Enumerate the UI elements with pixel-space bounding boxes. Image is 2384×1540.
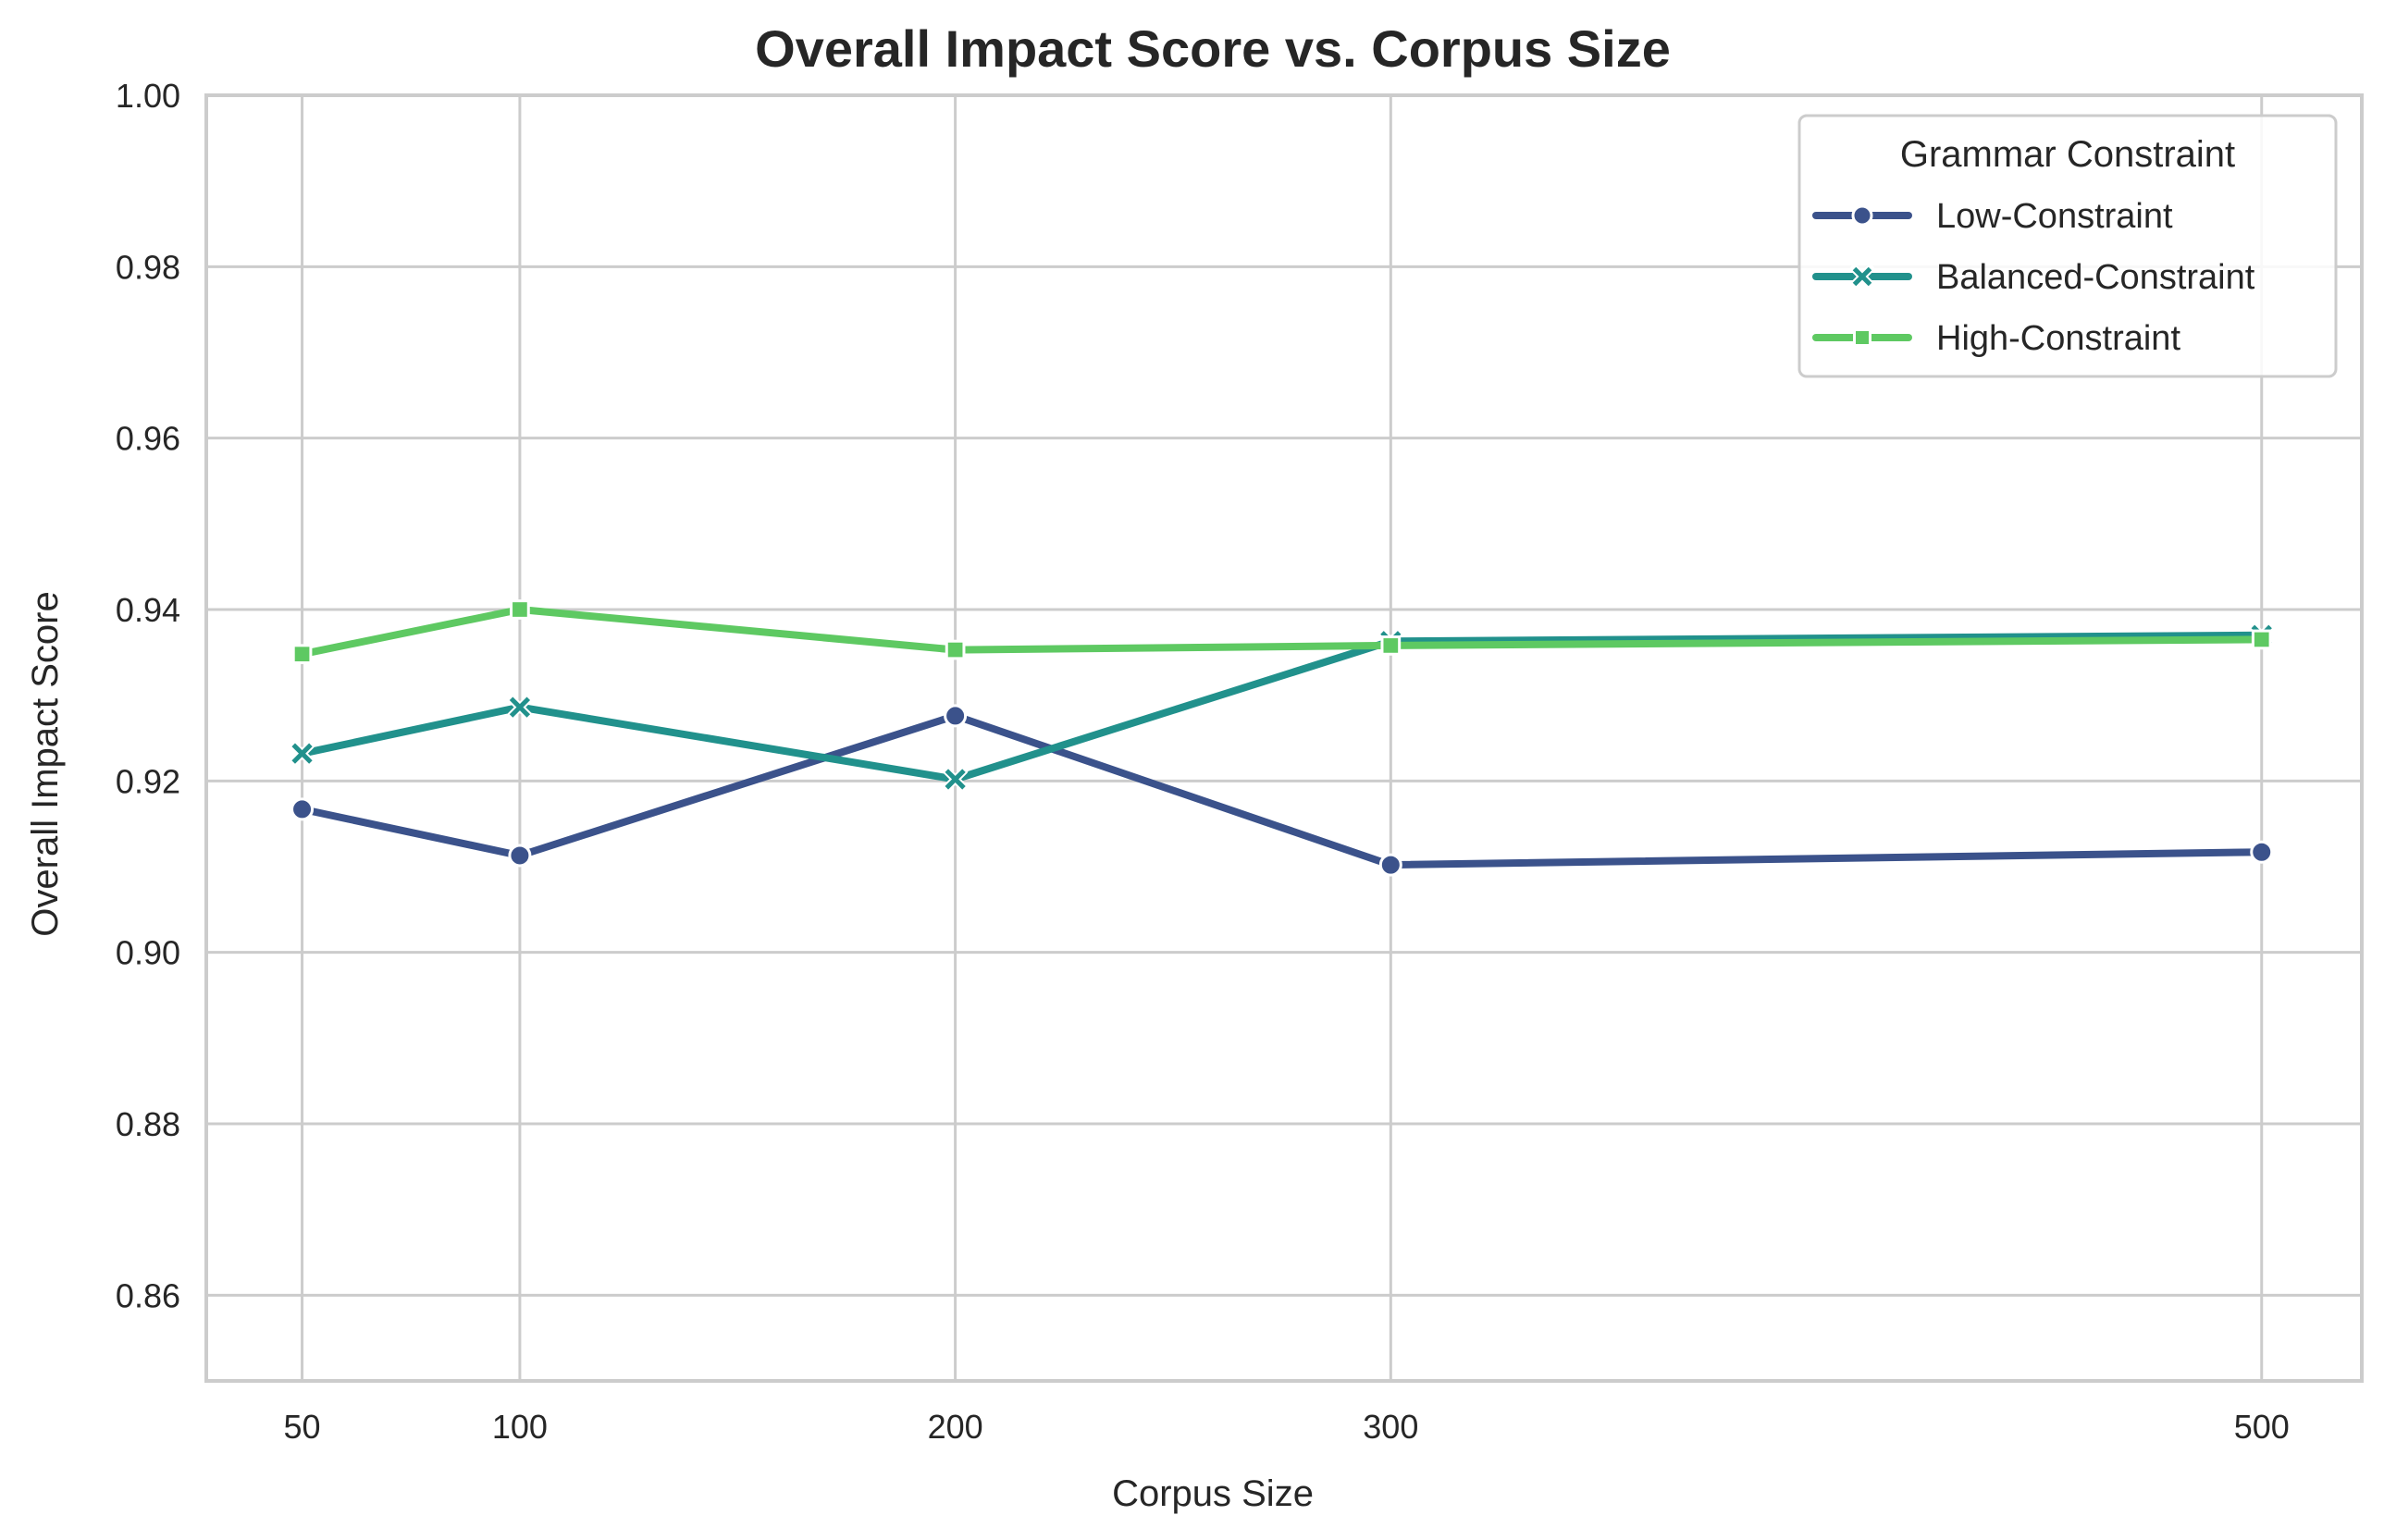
series-low-constraint: [290, 704, 2274, 877]
chart-title: Overall Impact Score vs. Corpus Size: [755, 19, 1671, 78]
y-tick-label: 0.92: [116, 762, 180, 800]
data-point-square: [510, 599, 530, 620]
x-tick-label: 500: [2234, 1408, 2290, 1446]
data-point-x: [507, 694, 533, 721]
plot-area: 0.86 0.88 0.90 0.92 0.94 0.96 0.98 1.00 50 100 200…: [116, 77, 2364, 1446]
data-point-circle: [1378, 853, 1402, 877]
data-point-circle: [508, 844, 532, 868]
legend-box: [1797, 114, 2338, 378]
y-tick-label: 0.98: [116, 248, 180, 286]
y-axis-label: Overall Impact Score: [25, 591, 66, 936]
data-point-circle: [290, 797, 315, 821]
data-point-circle: [944, 704, 968, 728]
x-tick-label: 200: [928, 1408, 983, 1446]
x-marker-stroke: [945, 769, 966, 790]
legend-item: High-Constraint: [1812, 319, 2180, 358]
y-tick-label: 0.90: [116, 934, 180, 972]
data-point-circle: [2250, 840, 2274, 864]
data-point-x: [942, 766, 969, 793]
x-tick-label: 50: [284, 1408, 321, 1446]
data-point-square: [1853, 328, 1871, 347]
legend-title: Grammar Constraint: [1900, 134, 2235, 175]
legend-label: Low-Constraint: [1936, 197, 2173, 236]
legend: Grammar Constraint Low-Constraint Balanced…: [1797, 114, 2338, 378]
data-point-x: [289, 740, 315, 767]
data-point-square: [945, 639, 966, 660]
data-point-square: [291, 644, 313, 665]
data-point-square: [1380, 635, 1402, 656]
x-tick-label: 100: [492, 1408, 548, 1446]
data-point-circle: [1851, 204, 1873, 227]
x-marker-stroke: [509, 696, 531, 718]
data-point-x: [1850, 265, 1874, 289]
series-high-constraint: [291, 599, 2272, 665]
data-point-square: [2251, 629, 2272, 650]
y-tick-label: 0.86: [116, 1276, 180, 1314]
x-marker-stroke: [1852, 266, 1872, 287]
legend-item: Low-Constraint: [1812, 197, 2173, 236]
plot-frame: [204, 93, 2364, 1383]
x-axis-label: Corpus Size: [1112, 1473, 1314, 1514]
legend-label: High-Constraint: [1936, 319, 2180, 358]
y-tick-label: 0.88: [116, 1105, 180, 1143]
y-tick-label: 0.94: [116, 591, 180, 629]
y-tick-label: 0.96: [116, 420, 180, 458]
x-tick-label: 300: [1363, 1408, 1418, 1446]
legend-item: Balanced-Constraint: [1812, 258, 2255, 297]
y-tick-label: 1.00: [116, 77, 180, 115]
x-marker-stroke: [291, 743, 313, 764]
legend-label: Balanced-Constraint: [1936, 258, 2255, 297]
